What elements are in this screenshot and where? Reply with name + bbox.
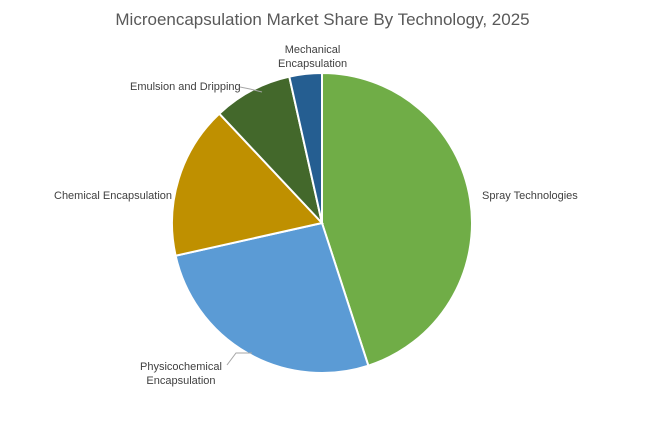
chart-title: Microencapsulation Market Share By Techn… xyxy=(115,10,530,29)
pie-slice-spray-technologies xyxy=(321,71,473,367)
leader-line xyxy=(239,86,263,93)
leader-line xyxy=(226,352,252,366)
slice-label-line: Chemical Encapsulation xyxy=(54,190,173,202)
slice-label-line: Encapsulation xyxy=(278,58,348,70)
slice-label: Emulsion and Dripping xyxy=(130,80,241,94)
slice-label-line: Physicochemical xyxy=(140,361,222,373)
slice-label: Mechanical Encapsulation xyxy=(278,43,347,71)
slice-label-line: Encapsulation xyxy=(146,375,216,387)
slice-label-line: Emulsion and Dripping xyxy=(130,81,241,93)
pie-slice-mechanical-encapsulation xyxy=(288,71,323,224)
slice-label: Chemical Encapsulation xyxy=(54,189,172,203)
pie-slice-chemical-encapsulation xyxy=(171,112,324,257)
slice-label-line: Spray Technologies xyxy=(482,190,578,202)
slice-label: Physicochemical Encapsulation xyxy=(140,360,222,388)
slice-label: Spray Technologies xyxy=(482,189,578,203)
slice-label-line: Mechanical xyxy=(284,44,341,56)
